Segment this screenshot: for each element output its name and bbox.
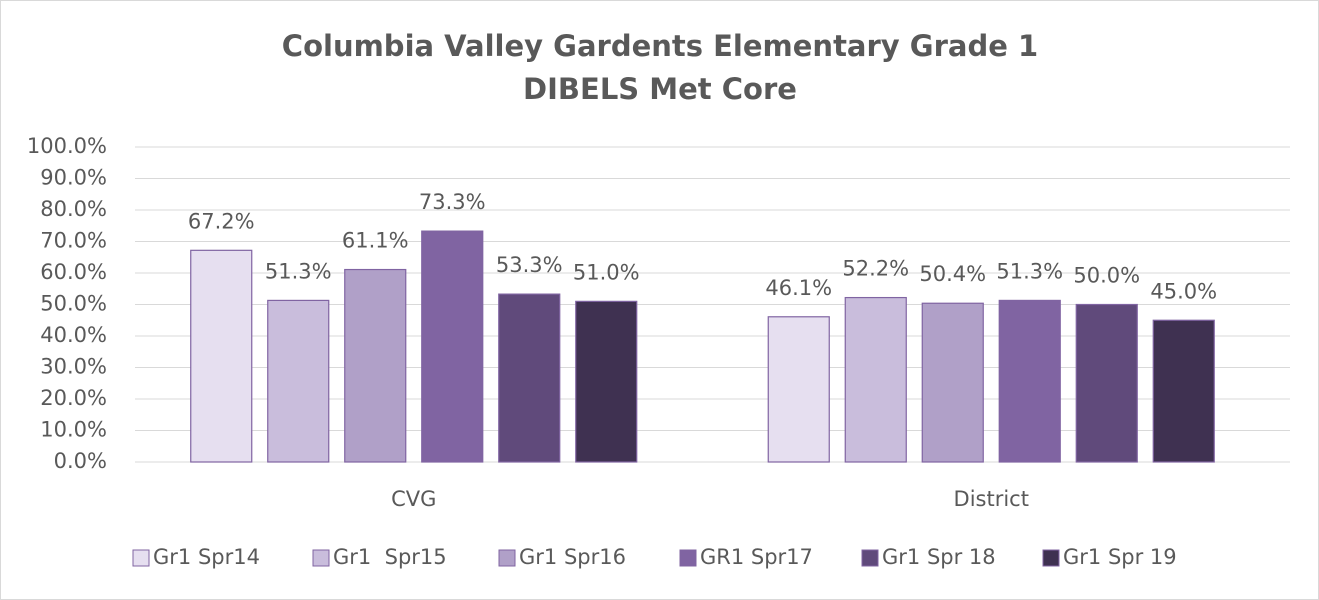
- bar: [575, 300, 638, 463]
- x-tick-label: CVG: [391, 487, 436, 511]
- legend-label: Gr1 Spr16: [519, 545, 626, 569]
- legend-swatch: [679, 549, 697, 567]
- y-tick-label: 70.0%: [40, 229, 107, 253]
- legend-swatch: [861, 549, 879, 567]
- legend-swatch: [132, 549, 150, 567]
- legend-label: Gr1 Spr 19: [1063, 545, 1177, 569]
- y-tick-label: 60.0%: [40, 260, 107, 284]
- legend-label: Gr1 Spr14: [153, 545, 260, 569]
- value-label: 50.0%: [1073, 264, 1140, 288]
- chart-title: DIBELS Met Core: [523, 72, 797, 106]
- bar: [844, 296, 907, 463]
- value-label: 51.0%: [573, 260, 640, 284]
- legend-label: Gr1 Spr 18: [882, 545, 996, 569]
- value-label: 53.3%: [496, 253, 563, 277]
- bar: [267, 299, 330, 463]
- y-tick-label: 0.0%: [54, 449, 107, 473]
- legend-swatch: [498, 549, 516, 567]
- bar: [1152, 319, 1215, 463]
- y-tick-label: 80.0%: [40, 197, 107, 221]
- y-tick-label: 10.0%: [40, 418, 107, 442]
- bar: [190, 249, 253, 463]
- y-tick-label: 30.0%: [40, 355, 107, 379]
- bar: [921, 302, 984, 463]
- legend-swatch: [312, 549, 330, 567]
- legend-label: Gr1 Spr15: [333, 545, 447, 569]
- value-label: 73.3%: [419, 190, 486, 214]
- y-tick-label: 50.0%: [40, 292, 107, 316]
- legend-label: GR1 Spr17: [700, 545, 813, 569]
- y-tick-label: 40.0%: [40, 323, 107, 347]
- bar: [498, 293, 561, 463]
- bar: [344, 268, 407, 463]
- value-label: 46.1%: [765, 276, 832, 300]
- chart-title: Columbia Valley Gardents Elementary Grad…: [282, 29, 1038, 63]
- bar: [421, 230, 484, 463]
- value-label: 50.4%: [919, 262, 986, 286]
- bar: [1075, 303, 1138, 463]
- value-label: 45.0%: [1150, 279, 1217, 303]
- legend-swatch: [1042, 549, 1060, 567]
- value-label: 52.2%: [842, 257, 909, 281]
- value-label: 67.2%: [188, 209, 255, 233]
- value-label: 61.1%: [342, 229, 409, 253]
- x-tick-label: District: [954, 487, 1029, 511]
- value-label: 51.3%: [265, 259, 332, 283]
- y-tick-label: 90.0%: [40, 166, 107, 190]
- y-tick-label: 20.0%: [40, 386, 107, 410]
- bar: [767, 316, 830, 463]
- y-tick-label: 100.0%: [27, 134, 107, 158]
- value-label: 51.3%: [996, 259, 1063, 283]
- bar: [998, 299, 1061, 463]
